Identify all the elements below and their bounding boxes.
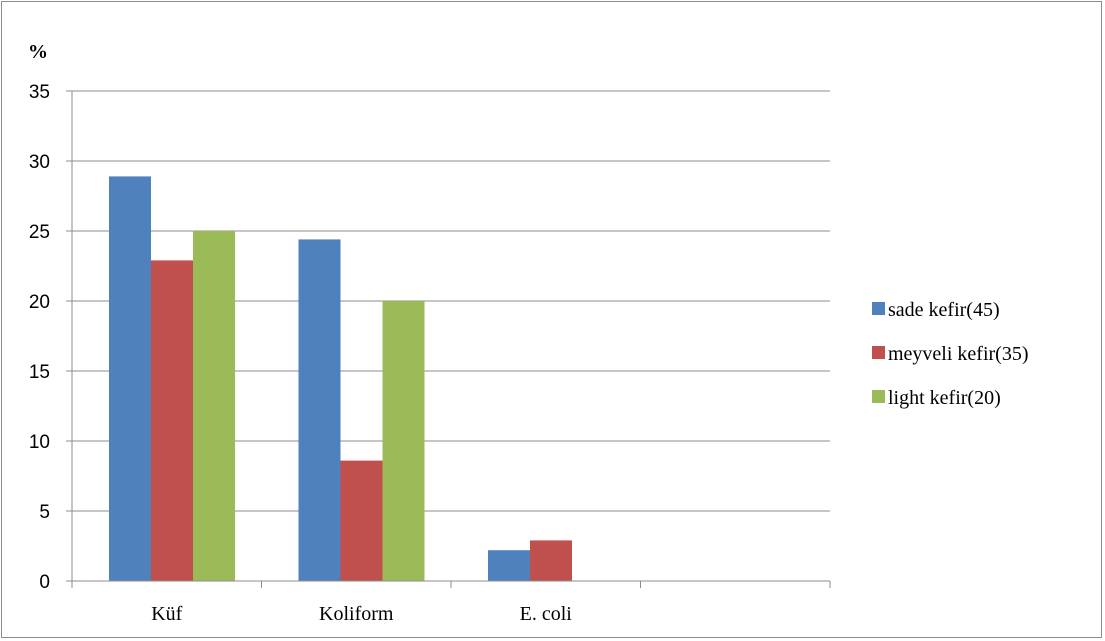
y-tick-label: 20 (29, 292, 50, 313)
legend-label: sade kefir(45) (888, 299, 1000, 321)
bar (298, 239, 341, 581)
y-tick-label: 10 (29, 432, 50, 453)
x-tick-labels: Küf Koliform E. coli (151, 603, 572, 625)
x-tick-label: Küf (151, 603, 182, 625)
legend-swatch (872, 346, 885, 359)
x-tick-label: Koliform (319, 603, 394, 625)
legend-swatch (872, 390, 885, 403)
legend-label: meyveli kefir(35) (888, 343, 1029, 365)
bar (109, 176, 151, 581)
bar (488, 550, 530, 581)
y-tick-label: 15 (29, 362, 50, 383)
bar (151, 260, 193, 581)
bar (193, 231, 235, 581)
y-tick-label: 0 (39, 572, 50, 593)
bar (382, 301, 425, 581)
y-tick-label: 30 (29, 152, 50, 173)
bars (109, 176, 572, 581)
y-axis-label: % (28, 41, 48, 63)
legend-label: light kefir(20) (888, 387, 1001, 409)
axes (71, 91, 831, 588)
y-tick-label: 35 (29, 82, 50, 103)
legend: sade kefir(45) meyveli kefir(35) light kef… (872, 299, 1029, 409)
legend-swatch (872, 302, 885, 315)
bar (340, 460, 383, 581)
y-tick-labels: 0 5 10 15 20 25 30 35 (29, 82, 50, 593)
y-tick-label: 25 (29, 222, 50, 243)
bar (530, 540, 572, 581)
x-tick-label: E. coli (520, 603, 573, 625)
y-tick-label: 5 (39, 502, 50, 523)
